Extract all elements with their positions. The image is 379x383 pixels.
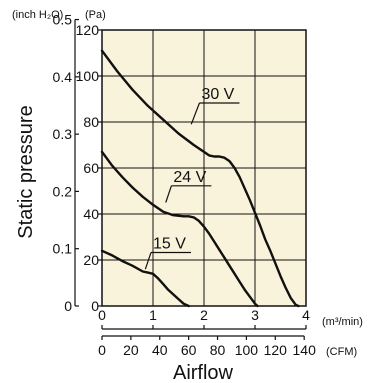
series-label-15v: 15 V <box>153 236 186 253</box>
x-tick-label-cfm: 60 <box>181 342 197 358</box>
x-tick-label-m3: 0 <box>98 307 106 323</box>
y-tick-label-pa: 120 <box>76 22 100 38</box>
x-tick-label-cfm: 100 <box>235 342 259 358</box>
y-tick-label-inch: 0.4 <box>53 69 73 85</box>
label-leader <box>144 252 152 270</box>
x-tick-label-cfm: 140 <box>293 342 317 358</box>
x-tick-label-cfm: 80 <box>210 342 226 358</box>
x-tick-label-m3: 3 <box>251 307 259 323</box>
grid <box>102 30 306 306</box>
x-tick-label-cfm: 20 <box>123 342 139 358</box>
x-unit-cfm: (CFM) <box>326 346 357 358</box>
y-tick-label-inch: 0 <box>64 298 72 314</box>
y-tick-label-inch: 0.2 <box>53 183 73 199</box>
series-label-30v: 30 V <box>201 86 234 103</box>
y-tick-label-inch: 0.5 <box>53 12 73 28</box>
x-axis-title: Airflow <box>173 362 234 383</box>
y-tick-label-pa: 0 <box>91 298 99 314</box>
series-label-24v: 24 V <box>173 169 206 186</box>
y-unit-inch: (inch H₂O) <box>12 9 63 21</box>
x-tick-label-cfm: 120 <box>264 342 288 358</box>
y-tick-label-inch: 0.3 <box>53 126 73 142</box>
x-unit-m3: (m³/min) <box>322 316 363 328</box>
performance-curves <box>100 49 300 308</box>
x-tick-label-m3: 4 <box>302 307 310 323</box>
y-tick-label-inch: 0.1 <box>53 241 73 257</box>
curve-30v <box>100 49 300 308</box>
y-axis-title: Static pressure <box>15 105 37 238</box>
y-tick-label-pa: 60 <box>83 160 99 176</box>
label-leader <box>190 102 201 125</box>
curve-24v <box>100 150 259 308</box>
x-tick-label-cfm: 0 <box>98 342 106 358</box>
x-tick-label-cfm: 40 <box>152 342 168 358</box>
y-tick-label-pa: 40 <box>83 206 99 222</box>
label-leader <box>165 185 172 203</box>
y-tick-label-pa: 100 <box>76 68 100 84</box>
series-labels: 30 V 24 V 15 V <box>144 86 240 270</box>
y-tick-label-pa: 80 <box>83 114 99 130</box>
y-tick-label-pa: 20 <box>83 252 99 268</box>
x-tick-label-m3: 2 <box>200 307 208 323</box>
x-tick-label-m3: 1 <box>149 307 157 323</box>
curve-15v <box>100 249 190 308</box>
y-unit-pa: (Pa) <box>85 9 106 21</box>
